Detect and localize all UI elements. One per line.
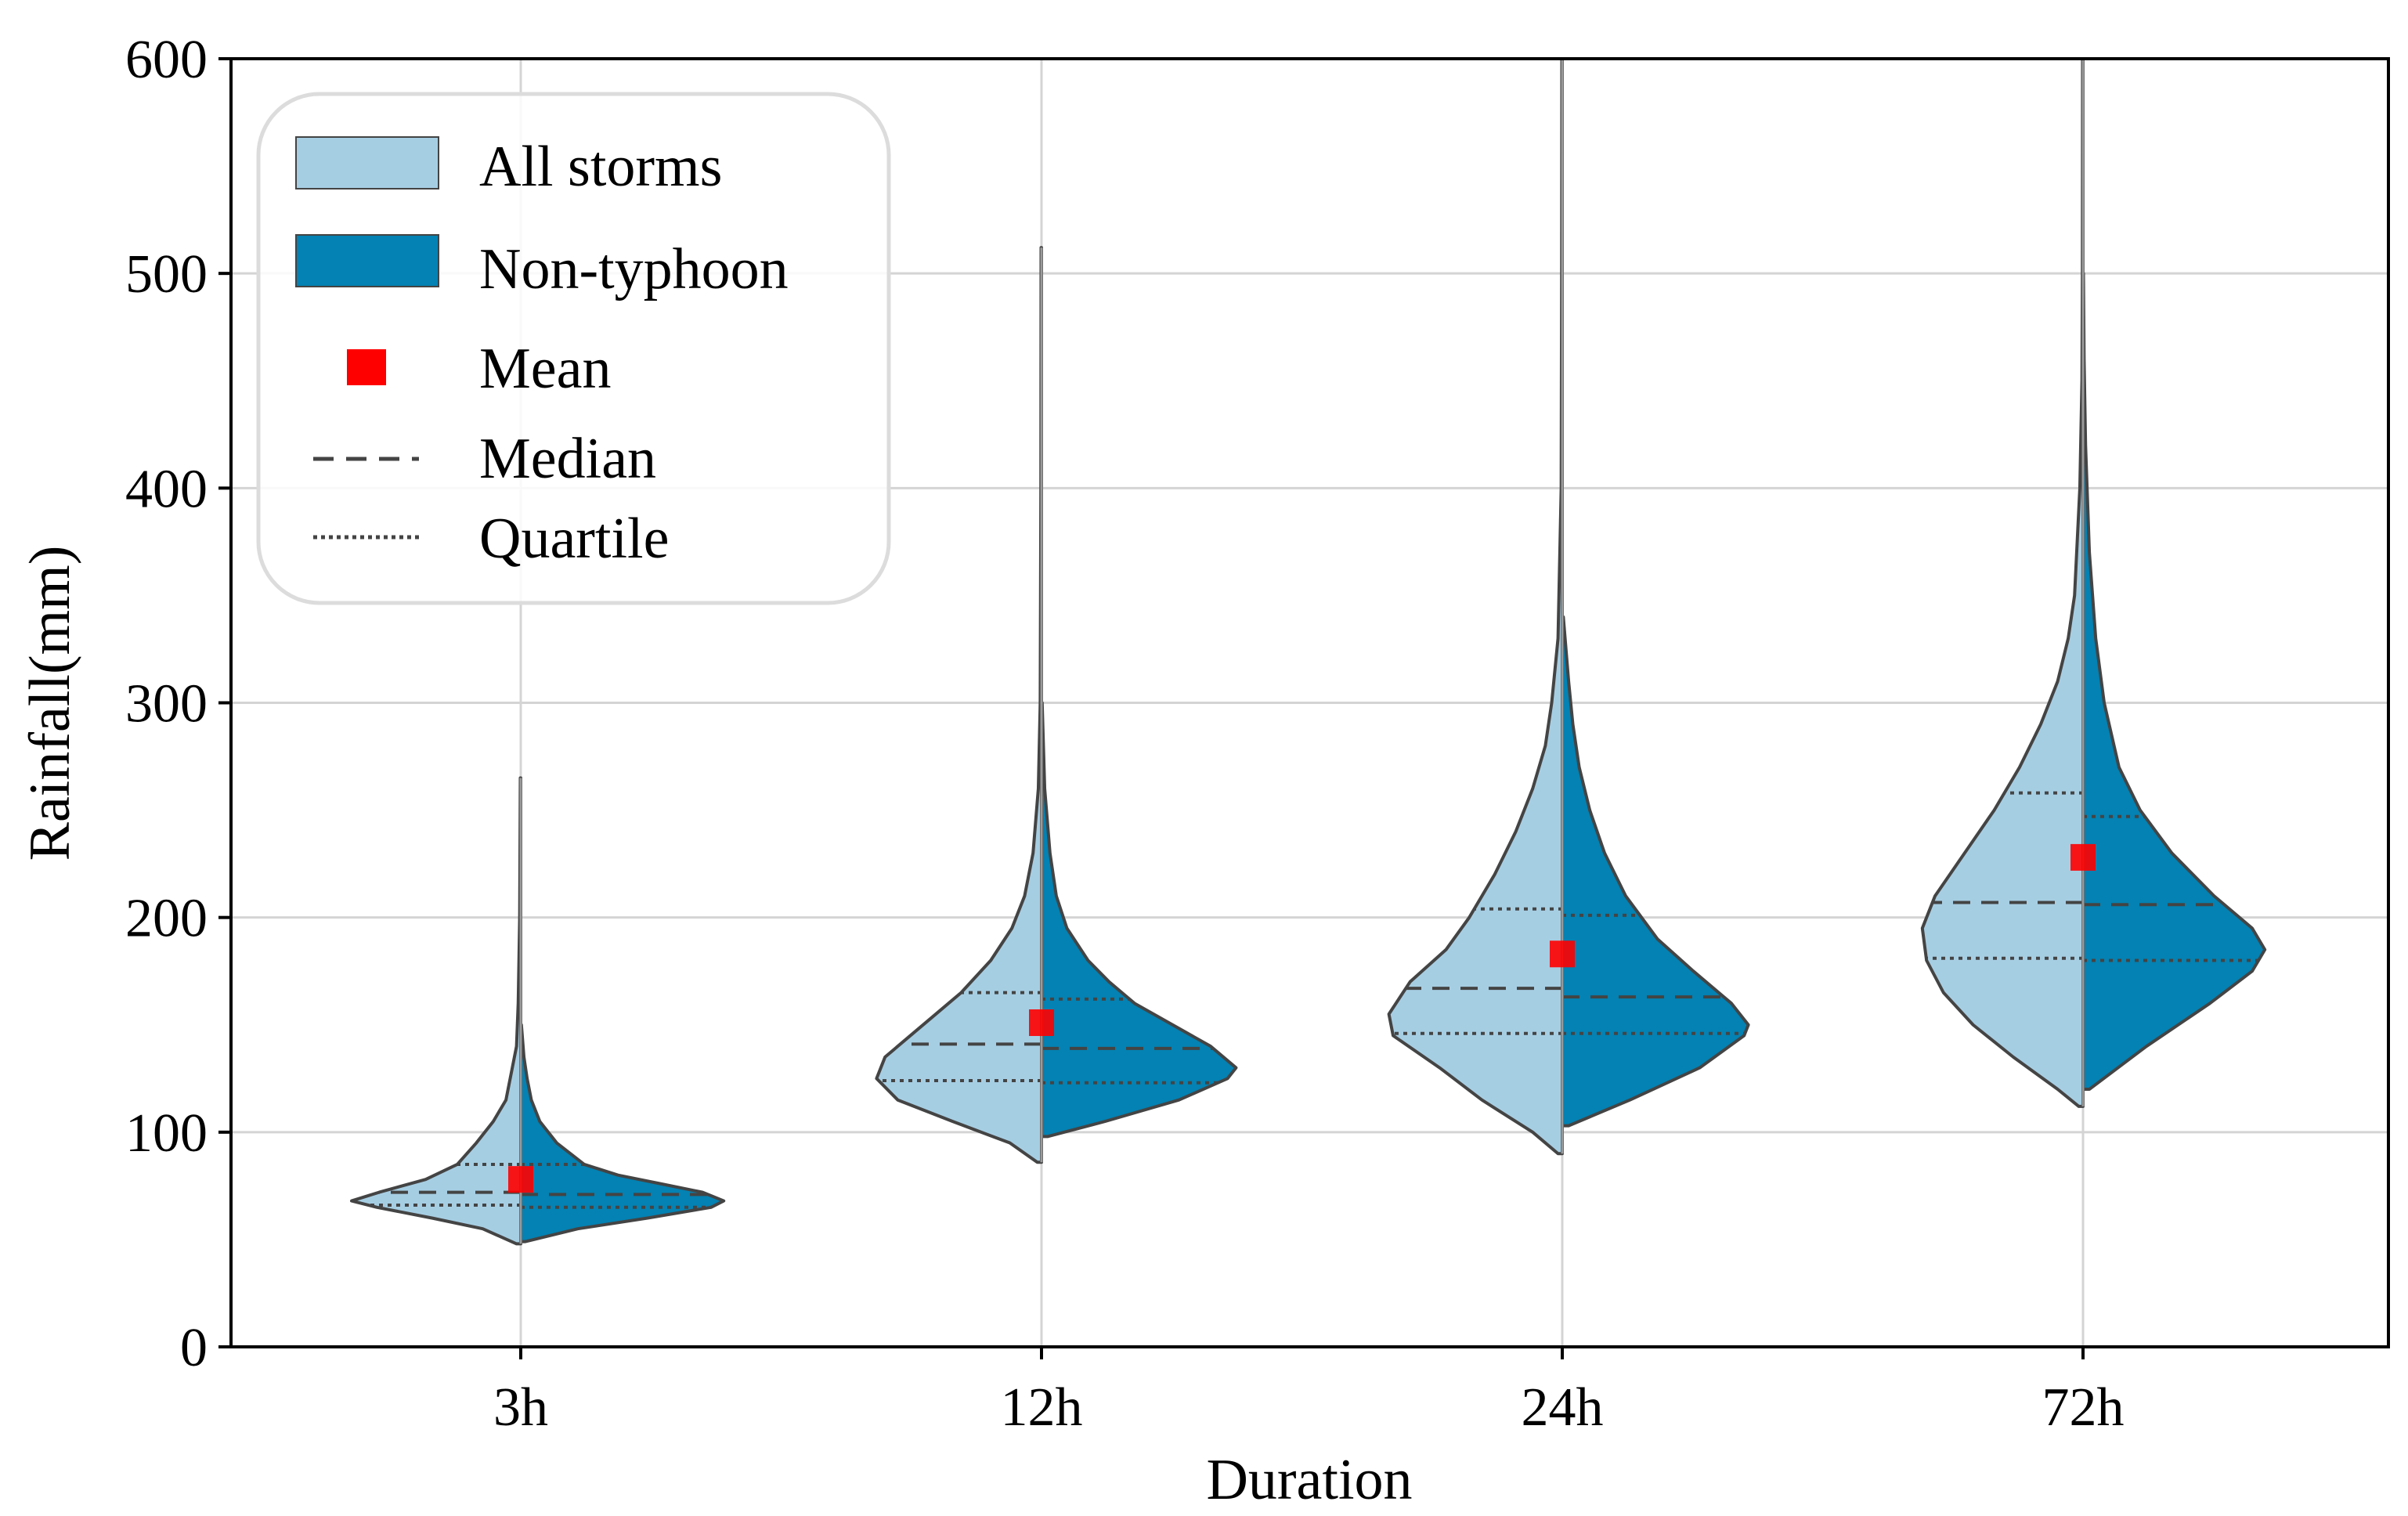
x-tick-label: 3h: [493, 1377, 548, 1438]
violin-non-typhoon-3h: [519, 1023, 726, 1243]
y-axis-title: Rainfall(mm): [18, 546, 82, 861]
legend-label-all-storms: All storms: [479, 135, 722, 199]
legend-swatch-all-storms: [295, 136, 439, 190]
y-tick-label: 300: [125, 674, 208, 735]
legend-label-median: Median: [479, 427, 656, 491]
x-tick-label: 72h: [2042, 1377, 2125, 1438]
mean-marker-3h: [508, 1166, 533, 1193]
x-tick-label: 24h: [1522, 1377, 1604, 1438]
legend-swatch-non-typhoon: [295, 234, 439, 287]
legend-label-mean: Mean: [479, 337, 612, 401]
legend-label-quartile: Quartile: [479, 507, 669, 571]
legend-frame: [256, 92, 891, 605]
y-tick-label: 100: [125, 1103, 208, 1164]
legend-label-non-typhoon: Non-typhoon: [479, 237, 789, 301]
mean-marker-24h: [1550, 940, 1575, 968]
mean-marker-72h: [2070, 843, 2096, 871]
violins: [350, 57, 2267, 1246]
y-tick-label: 400: [125, 459, 208, 519]
axis-ticks: 0 100 200 300 400 500 600 3h 12h 24h 72h: [125, 30, 2125, 1438]
legend: All storms Non-typhoon Mean Median Quart…: [256, 92, 891, 605]
violin-half-body: [1561, 615, 1750, 1128]
y-tick-label: 600: [125, 30, 208, 90]
violin-half-body: [1040, 701, 1238, 1139]
violin-non-typhoon-24h: [1561, 615, 1750, 1128]
y-tick-label: 0: [180, 1318, 208, 1378]
y-tick-label: 500: [125, 244, 208, 305]
x-tick-label: 12h: [1001, 1377, 1083, 1438]
x-axis-title: Duration: [1206, 1448, 1412, 1512]
y-tick-label: 200: [125, 889, 208, 949]
mean-marker-12h: [1029, 1009, 1054, 1037]
violin-non-typhoon-12h: [1040, 701, 1238, 1139]
violin-half-body: [519, 1023, 726, 1243]
legend-mean-marker: [347, 349, 386, 385]
